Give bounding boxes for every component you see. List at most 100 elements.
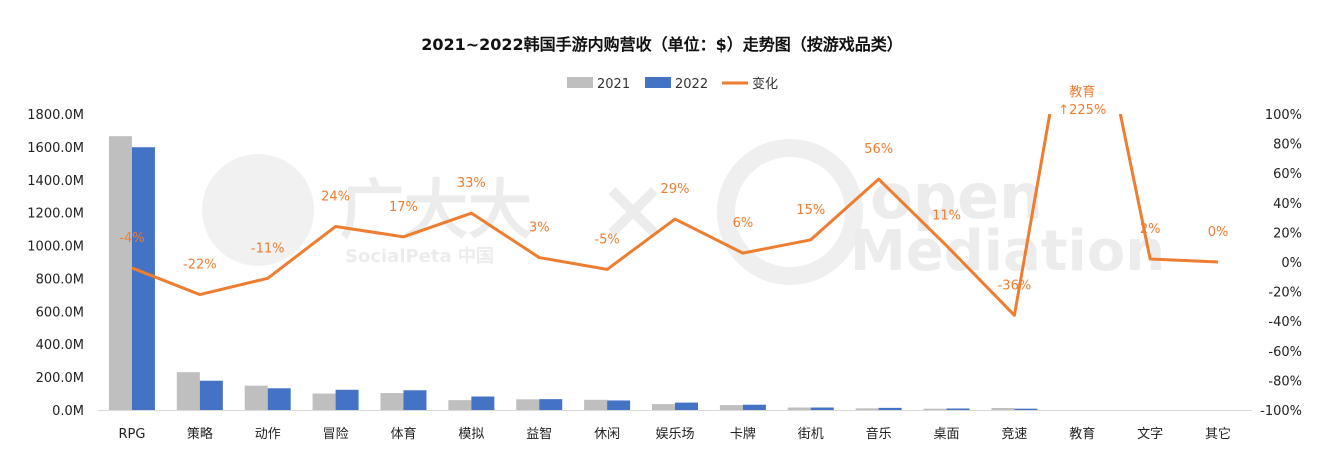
change-label-15: 2% [1140,222,1161,237]
change-polyline [131,114,1219,317]
bar-2022-9 [742,404,766,410]
right-axis: -100% -80% -60% -40% -20% 0% 20% 40% 60% 80% 100% [1260,108,1302,419]
watermark-x: × [598,160,668,258]
y-right-tick-5: 0% [1281,256,1302,271]
watermark-left-sub: SocialPeta 中国 [345,245,494,267]
y-left-tick-8: 1600.0M [27,141,84,156]
y-right-tick-7: 40% [1273,197,1302,212]
bar-2022-10 [810,407,834,410]
bar-2021-9 [719,405,743,410]
change-label-13: -36% [998,278,1032,293]
category-label-1: 策略 [187,426,213,442]
category-label-0: RPG [118,427,145,442]
bar-2021-12 [923,408,947,410]
y-right-tick-3: -40% [1268,315,1302,330]
y-left-tick-5: 1000.0M [27,240,84,255]
legend-label-0: 2021 [597,77,630,92]
watermark-left-icon [202,154,314,266]
change-label-1: -22% [183,258,217,273]
change-label-14-line1: 教育 [1069,84,1095,100]
y-right-tick-6: 20% [1273,226,1302,241]
bar-2021-13 [991,408,1015,410]
legend-swatch-1 [645,77,671,88]
change-label-4: 17% [389,200,418,215]
y-left-tick-1: 200.0M [36,371,84,386]
left-axis: 0.0M 200.0M 400.0M 600.0M 800.0M 1000.0M 1200.… [27,108,84,419]
bar-2021-11 [855,408,879,410]
category-label-10: 街机 [798,427,824,442]
category-label-4: 体育 [390,426,416,442]
y-left-tick-7: 1400.0M [27,174,84,189]
category-label-8: 娱乐场 [655,427,694,442]
y-left-tick-4: 800.0M [36,272,84,287]
bar-2021-2 [244,385,268,410]
bars [108,136,1038,410]
category-label-14: 教育 [1069,426,1095,442]
y-right-tick-1: -80% [1268,374,1302,389]
change-label-0: -4% [119,231,144,246]
change-label-2: -11% [251,241,285,256]
bar-2021-5 [448,400,472,410]
y-right-tick-8: 60% [1273,167,1302,182]
change-label-14-line2: ↑225% [1058,103,1106,118]
y-right-tick-2: -60% [1268,345,1302,360]
category-label-3: 冒险 [323,427,349,442]
chart-title: 2021~2022韩国手游内购营收（单位：$）走势图（按游戏品类） [421,35,903,54]
change-label-6: 3% [529,221,550,236]
bar-2021-8 [652,404,675,410]
change-label-16: 0% [1208,225,1229,240]
y-right-tick-4: -20% [1268,286,1302,301]
watermark-right-text-1: open [870,160,1043,233]
bar-2021-3 [312,393,336,410]
bar-2021-10 [787,407,811,410]
bar-2022-11 [878,407,902,410]
legend-label-2: 变化 [752,76,778,92]
bar-2021-0 [108,136,132,410]
change-label-11: 56% [864,142,893,157]
change-label-12: 11% [932,209,961,224]
change-label-8: 29% [661,182,690,197]
y-right-tick-10: 100% [1265,108,1302,123]
watermark-right-icon [717,139,863,285]
y-left-tick-3: 600.0M [36,305,84,320]
y-left-tick-6: 1200.0M [27,207,84,222]
category-label-13: 竞速 [1001,426,1027,442]
legend-swatch-0 [567,77,593,88]
change-line [131,114,1219,317]
bar-2022-12 [946,408,970,410]
y-left-tick-9: 1800.0M [27,108,84,123]
bar-2022-7 [607,400,631,410]
change-labels: -4% -22% -11% 24% 17% 33% 3% -5% 29% 6% 15% 56% 11% -… [119,84,1228,293]
bar-2022-8 [675,402,698,410]
bar-2022-0 [131,147,155,410]
category-label-15: 文字 [1137,427,1163,442]
bar-2022-1 [199,380,223,410]
y-left-tick-0: 0.0M [52,404,84,419]
bar-2022-13 [1014,408,1038,410]
watermark-left-text: 广大大 [340,174,532,248]
category-label-16: 其它 [1205,426,1231,442]
bar-2021-4 [380,393,404,410]
category-label-12: 桌面 [934,427,960,442]
change-label-5: 33% [457,176,486,191]
y-right-tick-9: 80% [1273,138,1302,153]
change-label-10: 15% [796,203,825,218]
bar-2022-4 [403,390,427,410]
category-label-11: 音乐 [866,426,892,442]
change-label-9: 6% [733,216,754,231]
category-label-7: 休闲 [594,427,620,442]
bar-2021-1 [176,372,200,410]
y-left-tick-2: 400.0M [36,338,84,353]
change-label-3: 24% [321,189,350,204]
category-label-5: 模拟 [458,427,484,442]
change-label-7: -5% [594,232,619,247]
y-right-tick-0: -100% [1260,404,1302,419]
bar-2021-6 [516,399,540,410]
bar-2021-7 [584,399,608,410]
bar-2022-6 [539,399,563,410]
legend: 2021 2022 变化 [567,76,778,92]
category-label-2: 动作 [255,427,281,442]
